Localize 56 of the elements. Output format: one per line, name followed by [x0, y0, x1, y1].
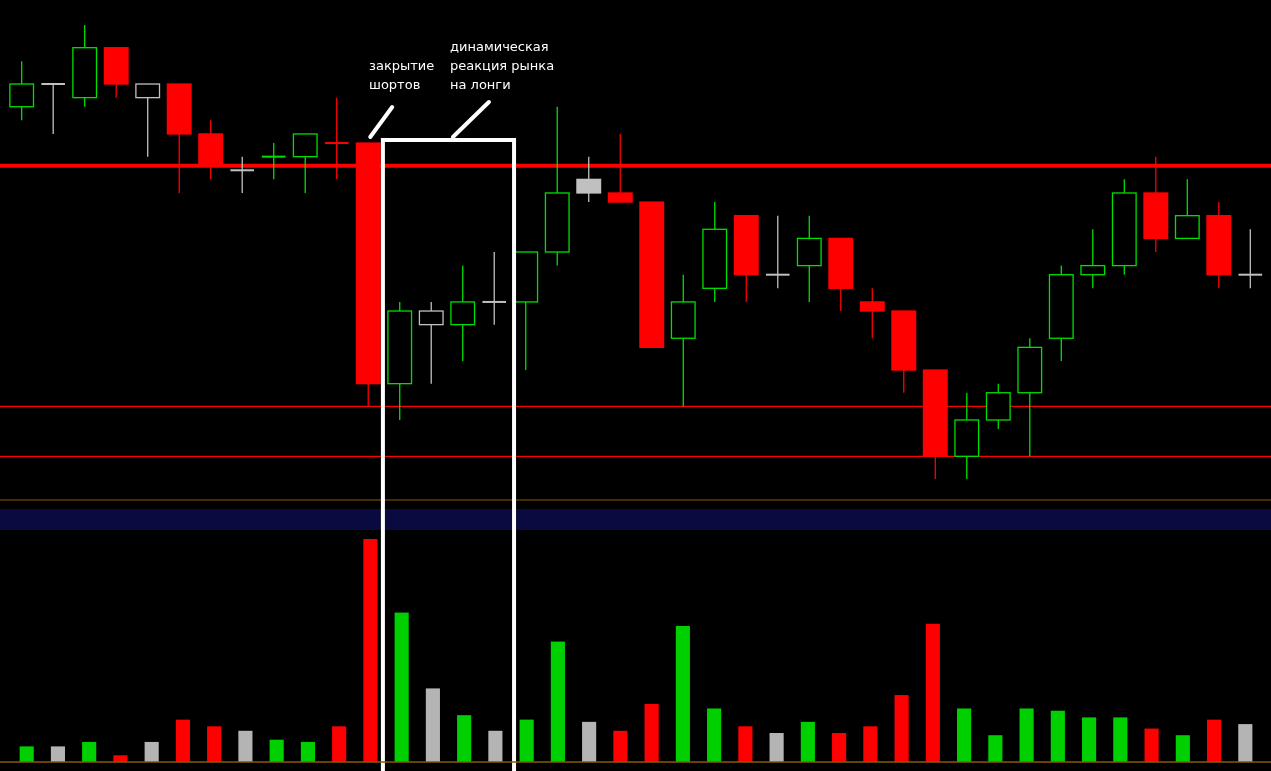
- bar: [550, 641, 565, 762]
- bar: [644, 704, 659, 762]
- bar: [175, 719, 190, 762]
- bar: [394, 612, 409, 762]
- bar: [82, 741, 97, 762]
- bar: [863, 726, 878, 762]
- candlestick: [576, 156, 602, 203]
- bar: [457, 715, 472, 762]
- candlestick: [292, 133, 318, 194]
- bar: [613, 730, 628, 762]
- bar: [363, 539, 378, 762]
- bar: [269, 739, 284, 762]
- bar: [1207, 719, 1222, 762]
- bar: [144, 741, 159, 762]
- candlestick: [9, 60, 35, 121]
- candlestick: [418, 301, 444, 385]
- bar: [1113, 717, 1128, 762]
- candlestick: [135, 83, 161, 158]
- bar: [582, 721, 597, 762]
- bar: [925, 623, 940, 762]
- bar: [1175, 735, 1190, 762]
- candlestick: [1174, 178, 1200, 240]
- bar: [425, 688, 440, 762]
- candlestick: [450, 264, 476, 362]
- bar: [1050, 710, 1065, 762]
- bar: [50, 746, 65, 762]
- candlestick: [1237, 228, 1264, 289]
- bar: [1144, 728, 1159, 762]
- candlestick: [229, 156, 256, 194]
- annotation: закрытие шортов: [369, 58, 435, 92]
- bar: [957, 708, 972, 762]
- bar: [238, 730, 253, 762]
- bar: [832, 733, 847, 762]
- bar: [707, 708, 722, 762]
- bar: [675, 625, 690, 762]
- bar: [1019, 708, 1034, 762]
- candlestick: [260, 142, 287, 181]
- bar: [1238, 724, 1253, 762]
- bar: [769, 733, 784, 762]
- bar: [300, 741, 315, 762]
- bar: [894, 695, 909, 762]
- annotation: динамическая реакция рынка на лонги: [450, 39, 555, 92]
- candlestick: [40, 83, 67, 135]
- candlestick: [1080, 228, 1106, 289]
- bar: [332, 726, 347, 762]
- bar: [207, 726, 222, 762]
- bar: [1082, 717, 1097, 762]
- candlestick: [859, 287, 885, 339]
- bar: [19, 746, 34, 762]
- bar: [800, 721, 815, 762]
- bar: [488, 730, 503, 762]
- candlestick: [764, 215, 791, 289]
- bar: [738, 726, 753, 762]
- bar: [988, 735, 1003, 762]
- bar: [519, 719, 534, 762]
- candlestick: [481, 251, 508, 326]
